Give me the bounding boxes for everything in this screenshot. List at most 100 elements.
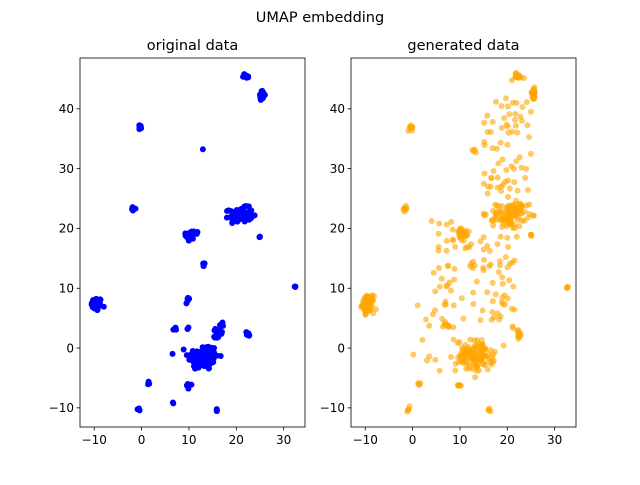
scatter-point: [470, 300, 477, 307]
x-tick-label: 0: [409, 433, 417, 447]
scatter-point: [512, 110, 519, 117]
scatter-point: [498, 103, 505, 109]
scatter-point: [465, 351, 472, 358]
scatter-point: [223, 214, 230, 221]
scatter-point: [444, 282, 451, 289]
scatter-point: [458, 295, 465, 302]
scatter-point: [488, 217, 495, 224]
scatter-point: [514, 187, 521, 194]
scatter-point: [238, 208, 245, 215]
scatter-point: [443, 221, 450, 228]
scatter-point: [448, 218, 455, 225]
scatter-point: [517, 200, 524, 207]
scatter-point: [484, 112, 491, 119]
scatter-point: [180, 346, 187, 353]
scatter-point: [498, 124, 505, 131]
subplot-title: original data: [147, 38, 238, 54]
scatter-point: [485, 406, 492, 413]
scatter-point: [470, 258, 477, 265]
scatter-point: [100, 303, 107, 310]
scatter-point: [465, 365, 472, 372]
scatter-point: [445, 323, 452, 330]
scatter-point: [488, 174, 495, 181]
scatter-point: [486, 247, 493, 254]
scatter-point: [465, 344, 472, 351]
scatter-point: [493, 216, 500, 223]
scatter-point: [477, 352, 484, 359]
scatter-point: [408, 124, 415, 131]
scatter-point: [448, 353, 455, 360]
scatter-point: [479, 341, 486, 348]
scatter-point: [431, 307, 438, 314]
y-tick-label: 0: [66, 341, 74, 355]
scatter-point: [521, 75, 528, 82]
scatter-point: [496, 316, 503, 323]
scatter-point: [506, 277, 513, 284]
scatter-point: [232, 208, 239, 215]
scatter-point: [480, 267, 487, 274]
scatter-point: [457, 352, 464, 359]
scatter-point: [531, 84, 538, 91]
scatter-point: [524, 122, 531, 129]
scatter-point: [503, 167, 510, 174]
scatter-point: [513, 233, 520, 240]
scatter-point: [184, 325, 191, 332]
x-tick-label: −10: [353, 433, 378, 447]
scatter-point: [504, 103, 511, 110]
scatter-point: [492, 291, 499, 298]
scatter-point: [481, 119, 488, 126]
x-tick-label: 30: [547, 433, 562, 447]
scatter-point: [473, 278, 480, 285]
scatter-point: [484, 128, 491, 135]
scatter-point: [472, 344, 479, 351]
scatter-point: [195, 364, 202, 371]
scatter-point: [460, 237, 467, 244]
x-tick-label: 10: [181, 433, 196, 447]
scatter-point: [94, 297, 101, 304]
scatter-point: [512, 117, 519, 124]
scatter-point: [191, 356, 198, 363]
scatter-point: [506, 111, 513, 118]
scatter-point: [518, 164, 525, 171]
scatter-point: [402, 202, 409, 209]
scatter-point: [505, 244, 512, 251]
scatter-point: [503, 223, 510, 230]
x-tick-label: −10: [82, 433, 107, 447]
scatter-point: [511, 225, 518, 232]
scatter-point: [523, 99, 530, 106]
scatter-point: [450, 302, 457, 309]
axes-frame: [350, 57, 577, 428]
subplot-title: generated data: [407, 38, 519, 54]
scatter-point: [443, 237, 450, 244]
scatter-point: [526, 211, 533, 218]
scatter-point: [481, 142, 488, 149]
scatter-point: [510, 325, 517, 332]
scatter-point: [494, 241, 501, 248]
scatter-point: [499, 280, 506, 287]
scatter-point: [449, 236, 456, 243]
scatter-point: [365, 299, 372, 306]
y-tick-label: −10: [320, 401, 345, 415]
scatter-point: [497, 139, 504, 146]
scatter-point: [435, 265, 442, 272]
scatter-point: [511, 306, 518, 313]
scatter-point: [503, 95, 510, 102]
scatter-point: [200, 260, 207, 267]
scatter-point: [218, 328, 225, 335]
scatter-point: [484, 242, 491, 249]
scatter-point: [466, 244, 473, 251]
y-tick-label: 10: [59, 282, 74, 296]
scatter-point: [504, 204, 511, 211]
scatter-point: [480, 234, 487, 241]
scatter-point: [457, 382, 464, 389]
scatter-point: [256, 234, 263, 241]
scatter-point: [448, 287, 455, 294]
scatter-point: [516, 154, 523, 161]
subplot-original-data: original data −10 0 10 20 30 −10 0 10 20 30 40: [49, 38, 306, 447]
scatter-point: [527, 231, 534, 238]
scatter-point: [490, 222, 497, 229]
scatter-point: [506, 185, 513, 192]
scatter-point: [450, 324, 457, 331]
y-tick-label: 30: [59, 162, 74, 176]
scatter-point: [435, 230, 442, 237]
